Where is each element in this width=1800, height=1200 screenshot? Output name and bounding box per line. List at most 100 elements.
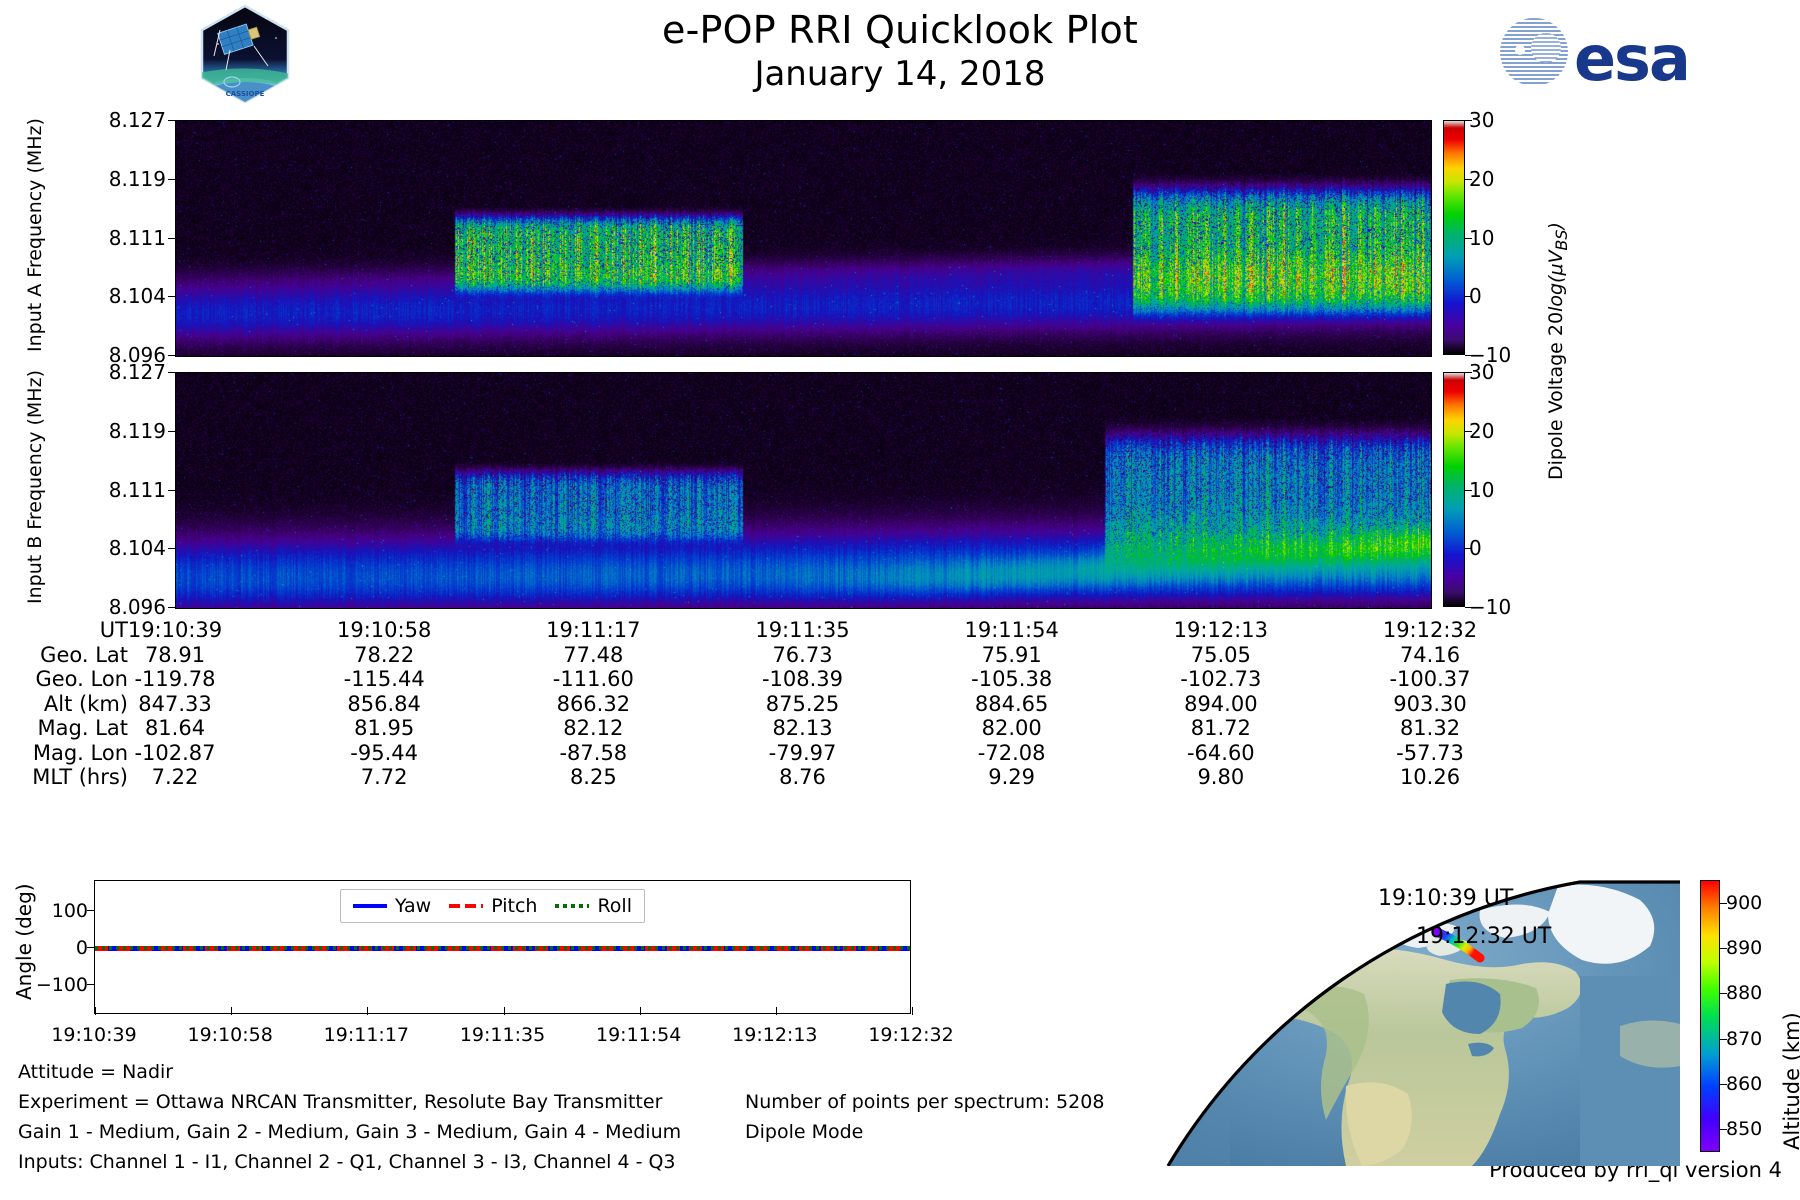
meta-cell: -115.44 xyxy=(343,667,425,691)
meta-cell: -100.37 xyxy=(1389,667,1471,691)
meta-cell: -79.97 xyxy=(768,740,837,765)
altitude-colorbar: 900 890 880 870 860 850 xyxy=(1700,880,1762,1152)
altitude-tick-label: 860 xyxy=(1726,1073,1763,1095)
attitude-ytick-mark xyxy=(87,947,94,948)
attitude-ytick-mark xyxy=(87,984,94,986)
colorbar-tick-mark xyxy=(1465,296,1472,298)
ytick-mark xyxy=(168,489,175,491)
altitude-colorbar-label: Altitude (km) xyxy=(1780,1012,1800,1150)
page-title: e-POP RRI Quicklook Plot xyxy=(661,8,1138,52)
attitude-xtick-mark xyxy=(367,1007,369,1015)
esa-logo: esa xyxy=(1496,14,1728,95)
meta-cell: 81.95 xyxy=(354,716,415,740)
colorbar-tick-label: 10 xyxy=(1469,477,1495,502)
meta-cell: -111.60 xyxy=(552,667,634,691)
meta-row: MLT (hrs) 7.22 7.72 8.25 8.76 9.29 9.80 10.26 xyxy=(0,765,1800,790)
attitude-xtick-mark xyxy=(912,1007,913,1015)
altitude-tick-label: 880 xyxy=(1726,982,1763,1005)
altitude-tick-mark xyxy=(1720,948,1727,949)
spectrogram-b-ylabel: Input B Frequency (MHz) xyxy=(24,370,46,604)
ytick-mark xyxy=(168,120,175,121)
meta-cell: 82.13 xyxy=(772,716,833,740)
page-subtitle: January 14, 2018 xyxy=(754,54,1046,94)
meta-row: Alt (km) 847.33 856.84 866.32 875.25 884.65 89… xyxy=(0,692,1800,717)
meta-row-label: Alt (km) xyxy=(43,691,128,716)
footer-attitude: Attitude = Nadir xyxy=(18,1061,174,1083)
ytick-label: 8.119 xyxy=(108,166,166,191)
meta-cell: 82.00 xyxy=(981,716,1042,740)
attitude-xtick-label: 19:11:35 xyxy=(459,1024,546,1046)
ytick-mark xyxy=(168,372,175,373)
attitude-xtick-mark xyxy=(503,1007,505,1015)
colorbar-tick-label: 0 xyxy=(1469,284,1482,309)
orbit-globe-inset: 19:10:39 UT 19:12:32 UT xyxy=(1150,876,1680,1166)
legend-label: Yaw xyxy=(395,895,432,917)
footer-points: Number of points per spectrum: 5208 xyxy=(745,1091,1105,1113)
meta-cell: 8.76 xyxy=(779,765,826,789)
meta-cell: 903.30 xyxy=(1393,691,1467,716)
meta-row: Mag. Lon -102.87 -95.44 -87.58 -79.97 -72.08 -… xyxy=(0,741,1800,766)
meta-cell: -102.73 xyxy=(1180,667,1262,691)
ytick-mark xyxy=(168,178,175,180)
meta-cell: 856.84 xyxy=(347,691,421,716)
legend-label: Roll xyxy=(597,895,632,917)
attitude-xtick-label: 19:10:39 xyxy=(51,1024,137,1046)
meta-cell: -108.39 xyxy=(761,667,844,691)
colorbar-tick-label: 20 xyxy=(1469,166,1495,191)
ytick-mark xyxy=(168,548,175,550)
attitude-ytick-label: 0 xyxy=(75,937,88,959)
colorbar-tick-mark xyxy=(1465,548,1472,550)
attitude-xtick-mark xyxy=(639,1007,641,1015)
meta-cell: -72.08 xyxy=(977,740,1046,765)
ytick-label: 8.104 xyxy=(108,284,166,309)
cassiope-mission-patch-icon: CASSIOPE xyxy=(196,4,294,104)
meta-cell: 75.05 xyxy=(1190,642,1251,667)
meta-row-label: UT xyxy=(99,618,128,642)
meta-cell: 81.72 xyxy=(1190,716,1251,740)
attitude-xtick-mark xyxy=(775,1007,777,1015)
meta-row: Geo. Lon -119.78 -115.44 -111.60 -108.39 -105… xyxy=(0,667,1800,692)
legend-swatch xyxy=(353,904,387,908)
meta-cell: -87.58 xyxy=(559,740,628,765)
legend-entry: Roll xyxy=(555,895,632,917)
altitude-tick-mark xyxy=(1720,993,1727,995)
attitude-xtick-label: 19:11:17 xyxy=(323,1024,409,1046)
colorbar-tick-mark xyxy=(1465,178,1472,180)
esa-wordmark-text: esa xyxy=(1574,22,1691,95)
spectrogram-a-ylabel: Input A Frequency (MHz) xyxy=(24,118,46,352)
meta-cell: 81.32 xyxy=(1399,716,1461,740)
attitude-legend: Yaw Pitch Roll xyxy=(340,889,645,923)
attitude-xtick-label: 19:10:58 xyxy=(187,1024,273,1046)
meta-cell: 7.22 xyxy=(151,765,199,789)
meta-cell: 75.91 xyxy=(981,642,1042,667)
spectrogram-a-plot xyxy=(175,120,1432,357)
meta-cell: -105.38 xyxy=(971,667,1053,691)
meta-cell: -95.44 xyxy=(350,740,418,765)
meta-cell: 76.73 xyxy=(772,642,833,667)
altitude-tick-label: 870 xyxy=(1726,1027,1763,1050)
meta-cell: 19:12:13 xyxy=(1173,618,1268,642)
ytick-mark xyxy=(168,355,175,356)
legend-swatch xyxy=(449,904,484,908)
ytick-label: 8.127 xyxy=(108,108,166,132)
colorbar-tick-mark xyxy=(1465,489,1472,491)
meta-cell: 19:12:32 xyxy=(1382,618,1478,642)
meta-row-label: MLT (hrs) xyxy=(32,765,128,789)
attitude-xtick-label: 19:11:54 xyxy=(595,1024,682,1046)
meta-cell: 19:10:39 xyxy=(127,618,223,642)
attitude-xtick-label: 19:12:32 xyxy=(868,1024,954,1046)
ytick-label: 8.096 xyxy=(108,343,166,367)
attitude-xtick-mark xyxy=(231,1007,233,1015)
meta-row-label: Mag. Lon xyxy=(32,740,128,765)
meta-cell: 866.32 xyxy=(556,691,631,716)
colorbar-tick-mark xyxy=(1465,120,1472,121)
altitude-tick-label: 890 xyxy=(1726,937,1763,959)
voltage-colorbar-bottom: 30 20 10 0 −10 xyxy=(1443,362,1511,617)
voltage-colorbar-top: 30 20 10 0 −10 xyxy=(1443,110,1511,365)
meta-cell: 894.00 xyxy=(1184,691,1258,716)
ytick-mark xyxy=(168,237,175,239)
legend-entry: Pitch xyxy=(449,895,537,917)
colorbar-tick-mark xyxy=(1465,430,1472,432)
meta-cell: 7.72 xyxy=(360,765,408,789)
meta-row-label: Geo. Lon xyxy=(35,667,128,691)
